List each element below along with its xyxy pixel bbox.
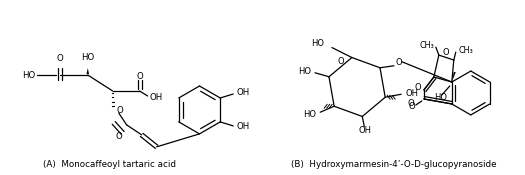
Text: O: O — [443, 48, 449, 57]
Text: HO: HO — [434, 93, 447, 103]
Text: OH: OH — [236, 122, 249, 131]
Text: O: O — [408, 102, 415, 111]
Text: O: O — [136, 72, 143, 80]
Text: (A)  Monocaffeoyl tartaric acid: (A) Monocaffeoyl tartaric acid — [43, 160, 176, 169]
Text: OH: OH — [150, 93, 163, 103]
Text: HO: HO — [298, 67, 311, 76]
Text: CH₃: CH₃ — [459, 46, 474, 55]
Text: (B)  Hydroxymarmesin-4’-O-D-glucopyranoside: (B) Hydroxymarmesin-4’-O-D-glucopyranosi… — [291, 160, 497, 169]
Text: CH₃: CH₃ — [419, 41, 434, 50]
Text: O: O — [396, 58, 403, 67]
Text: O: O — [337, 57, 344, 66]
Text: O: O — [117, 106, 123, 116]
Text: HO: HO — [311, 39, 324, 48]
Text: O: O — [414, 83, 421, 93]
Text: O: O — [116, 132, 122, 141]
Polygon shape — [452, 72, 456, 82]
Text: OH: OH — [359, 126, 372, 135]
Text: HO: HO — [81, 52, 94, 62]
Text: OH: OH — [405, 89, 418, 98]
Text: O: O — [407, 99, 414, 108]
Text: HO: HO — [22, 71, 35, 79]
Text: HO: HO — [303, 110, 316, 119]
Polygon shape — [87, 68, 89, 74]
Text: OH: OH — [236, 89, 249, 97]
Text: O: O — [57, 54, 63, 63]
